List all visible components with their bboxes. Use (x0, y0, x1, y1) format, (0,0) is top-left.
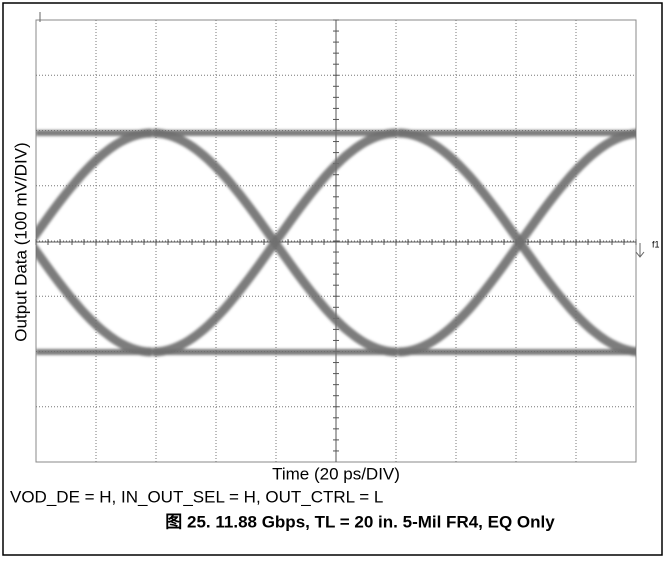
transition-trace (36, 243, 153, 357)
eye-traces (36, 128, 636, 357)
caption: 图 25. 11.88 Gbps, TL = 20 in. 5-Mil FR4,… (165, 512, 555, 531)
conditions: VOD_DE = H, IN_OUT_SEL = H, OUT_CTRL = L (10, 487, 383, 506)
marker-arrows (39, 12, 645, 258)
transition-trace (397, 128, 636, 357)
transition-trace (36, 128, 153, 242)
transition-trace (152, 128, 398, 357)
trigger-marker: f1 (652, 239, 660, 249)
x-axis-label: Time (20 ps/DIV) (272, 464, 400, 483)
y-axis-label: Output Data (100 mV/DIV) (11, 142, 30, 341)
eye-diagram (36, 128, 636, 357)
